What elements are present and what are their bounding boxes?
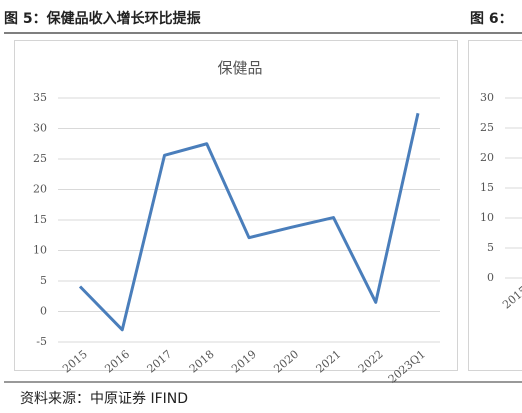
x-tick-label: 2015 bbox=[60, 348, 90, 376]
y-tick-label: 0 bbox=[40, 305, 47, 318]
y-tick-label: 10 bbox=[33, 244, 47, 257]
x-tick-label: 2016 bbox=[102, 348, 132, 376]
chart-frame bbox=[468, 40, 522, 371]
y-tick-label: 10 bbox=[480, 211, 494, 224]
data-line bbox=[78, 112, 420, 332]
figure-caption: 图 5：保健品收入增长环比提振 bbox=[4, 10, 201, 27]
y-tick-label: 5 bbox=[487, 241, 494, 254]
x-tick-label: 2019 bbox=[229, 348, 259, 376]
figure-caption: 图 6： bbox=[470, 11, 513, 27]
x-tick-label: 2022 bbox=[356, 348, 386, 376]
chart-title: 保健品 bbox=[217, 59, 262, 77]
x-tick-label: 2020 bbox=[271, 348, 301, 376]
y-tick-label: 25 bbox=[480, 121, 494, 134]
source-note: 资料来源：中原证券 IFIND bbox=[20, 391, 188, 407]
y-tick-label: 5 bbox=[40, 274, 47, 287]
y-tick-label: 35 bbox=[33, 91, 47, 104]
x-tick-label: 2017 bbox=[145, 348, 175, 376]
chart-frame bbox=[14, 40, 458, 371]
y-tick-label: 20 bbox=[480, 151, 494, 164]
y-tick-label: 30 bbox=[480, 91, 494, 104]
y-tick-label: 30 bbox=[33, 122, 47, 135]
x-tick-label: 2023Q1 bbox=[386, 348, 428, 386]
x-tick-label: 2021 bbox=[314, 348, 344, 376]
y-tick-label: 20 bbox=[33, 183, 47, 196]
y-tick-label: 15 bbox=[480, 181, 494, 194]
x-tick-label: 2018 bbox=[187, 348, 217, 376]
x-tick-label: 2015 bbox=[500, 284, 522, 312]
y-tick-label: 0 bbox=[487, 271, 494, 284]
y-tick-label: -5 bbox=[36, 335, 47, 348]
y-tick-label: 25 bbox=[33, 152, 47, 165]
y-tick-label: 15 bbox=[33, 213, 47, 226]
